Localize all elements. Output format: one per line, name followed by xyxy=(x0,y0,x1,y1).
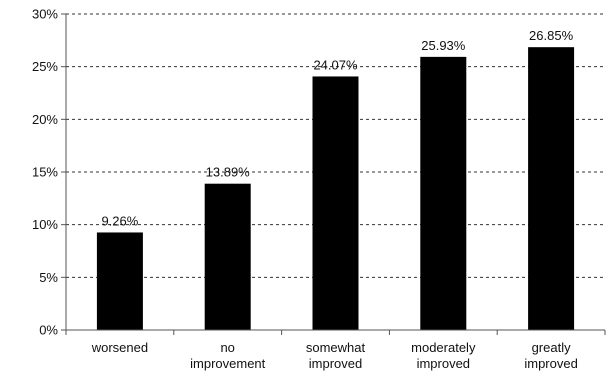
x-category-label-line: improvement xyxy=(190,356,266,371)
axes xyxy=(61,13,606,335)
data-label-0: 9.26% xyxy=(101,213,138,228)
bar-4 xyxy=(528,47,575,331)
bar-3 xyxy=(420,56,467,330)
x-category-label-line: improved xyxy=(417,356,470,371)
y-tick-label: 30% xyxy=(32,7,58,22)
x-category-label-0: worsened xyxy=(91,340,148,355)
y-tick-label: 25% xyxy=(32,59,58,74)
y-tick-label: 15% xyxy=(32,165,58,180)
bar-1 xyxy=(204,183,251,330)
x-category-label-line: improved xyxy=(309,356,362,371)
y-tick-label: 20% xyxy=(32,112,58,127)
x-category-label-2: somewhat improved xyxy=(306,340,366,371)
data-label-1: 13.89% xyxy=(206,165,251,180)
x-category-label-line: moderately xyxy=(411,340,476,355)
y-tick-label: 0% xyxy=(39,323,58,338)
data-label-2: 24.07% xyxy=(313,57,358,72)
bar-0 xyxy=(96,232,143,330)
y-tick-labels: 0% 5% 10% 15% 20% 25% 30% xyxy=(32,7,58,338)
y-tick-label: 5% xyxy=(39,270,58,285)
data-label-3: 25.93% xyxy=(421,38,466,53)
bar-2 xyxy=(312,76,359,330)
x-category-label-4: greatly improved xyxy=(524,340,577,371)
x-category-label-line: no xyxy=(220,340,234,355)
x-category-label-1: no improvement xyxy=(190,340,266,371)
x-category-label-line: improved xyxy=(524,356,577,371)
x-category-label-line: somewhat xyxy=(306,340,366,355)
x-category-label-line: greatly xyxy=(532,340,572,355)
y-tick-label: 10% xyxy=(32,217,58,232)
x-category-label-line: worsened xyxy=(91,340,148,355)
x-category-label-3: moderately improved xyxy=(411,340,476,371)
data-labels: 9.26% 13.89% 24.07% 25.93% 26.85% xyxy=(101,28,573,228)
data-label-4: 26.85% xyxy=(529,28,574,43)
bars xyxy=(96,47,575,331)
